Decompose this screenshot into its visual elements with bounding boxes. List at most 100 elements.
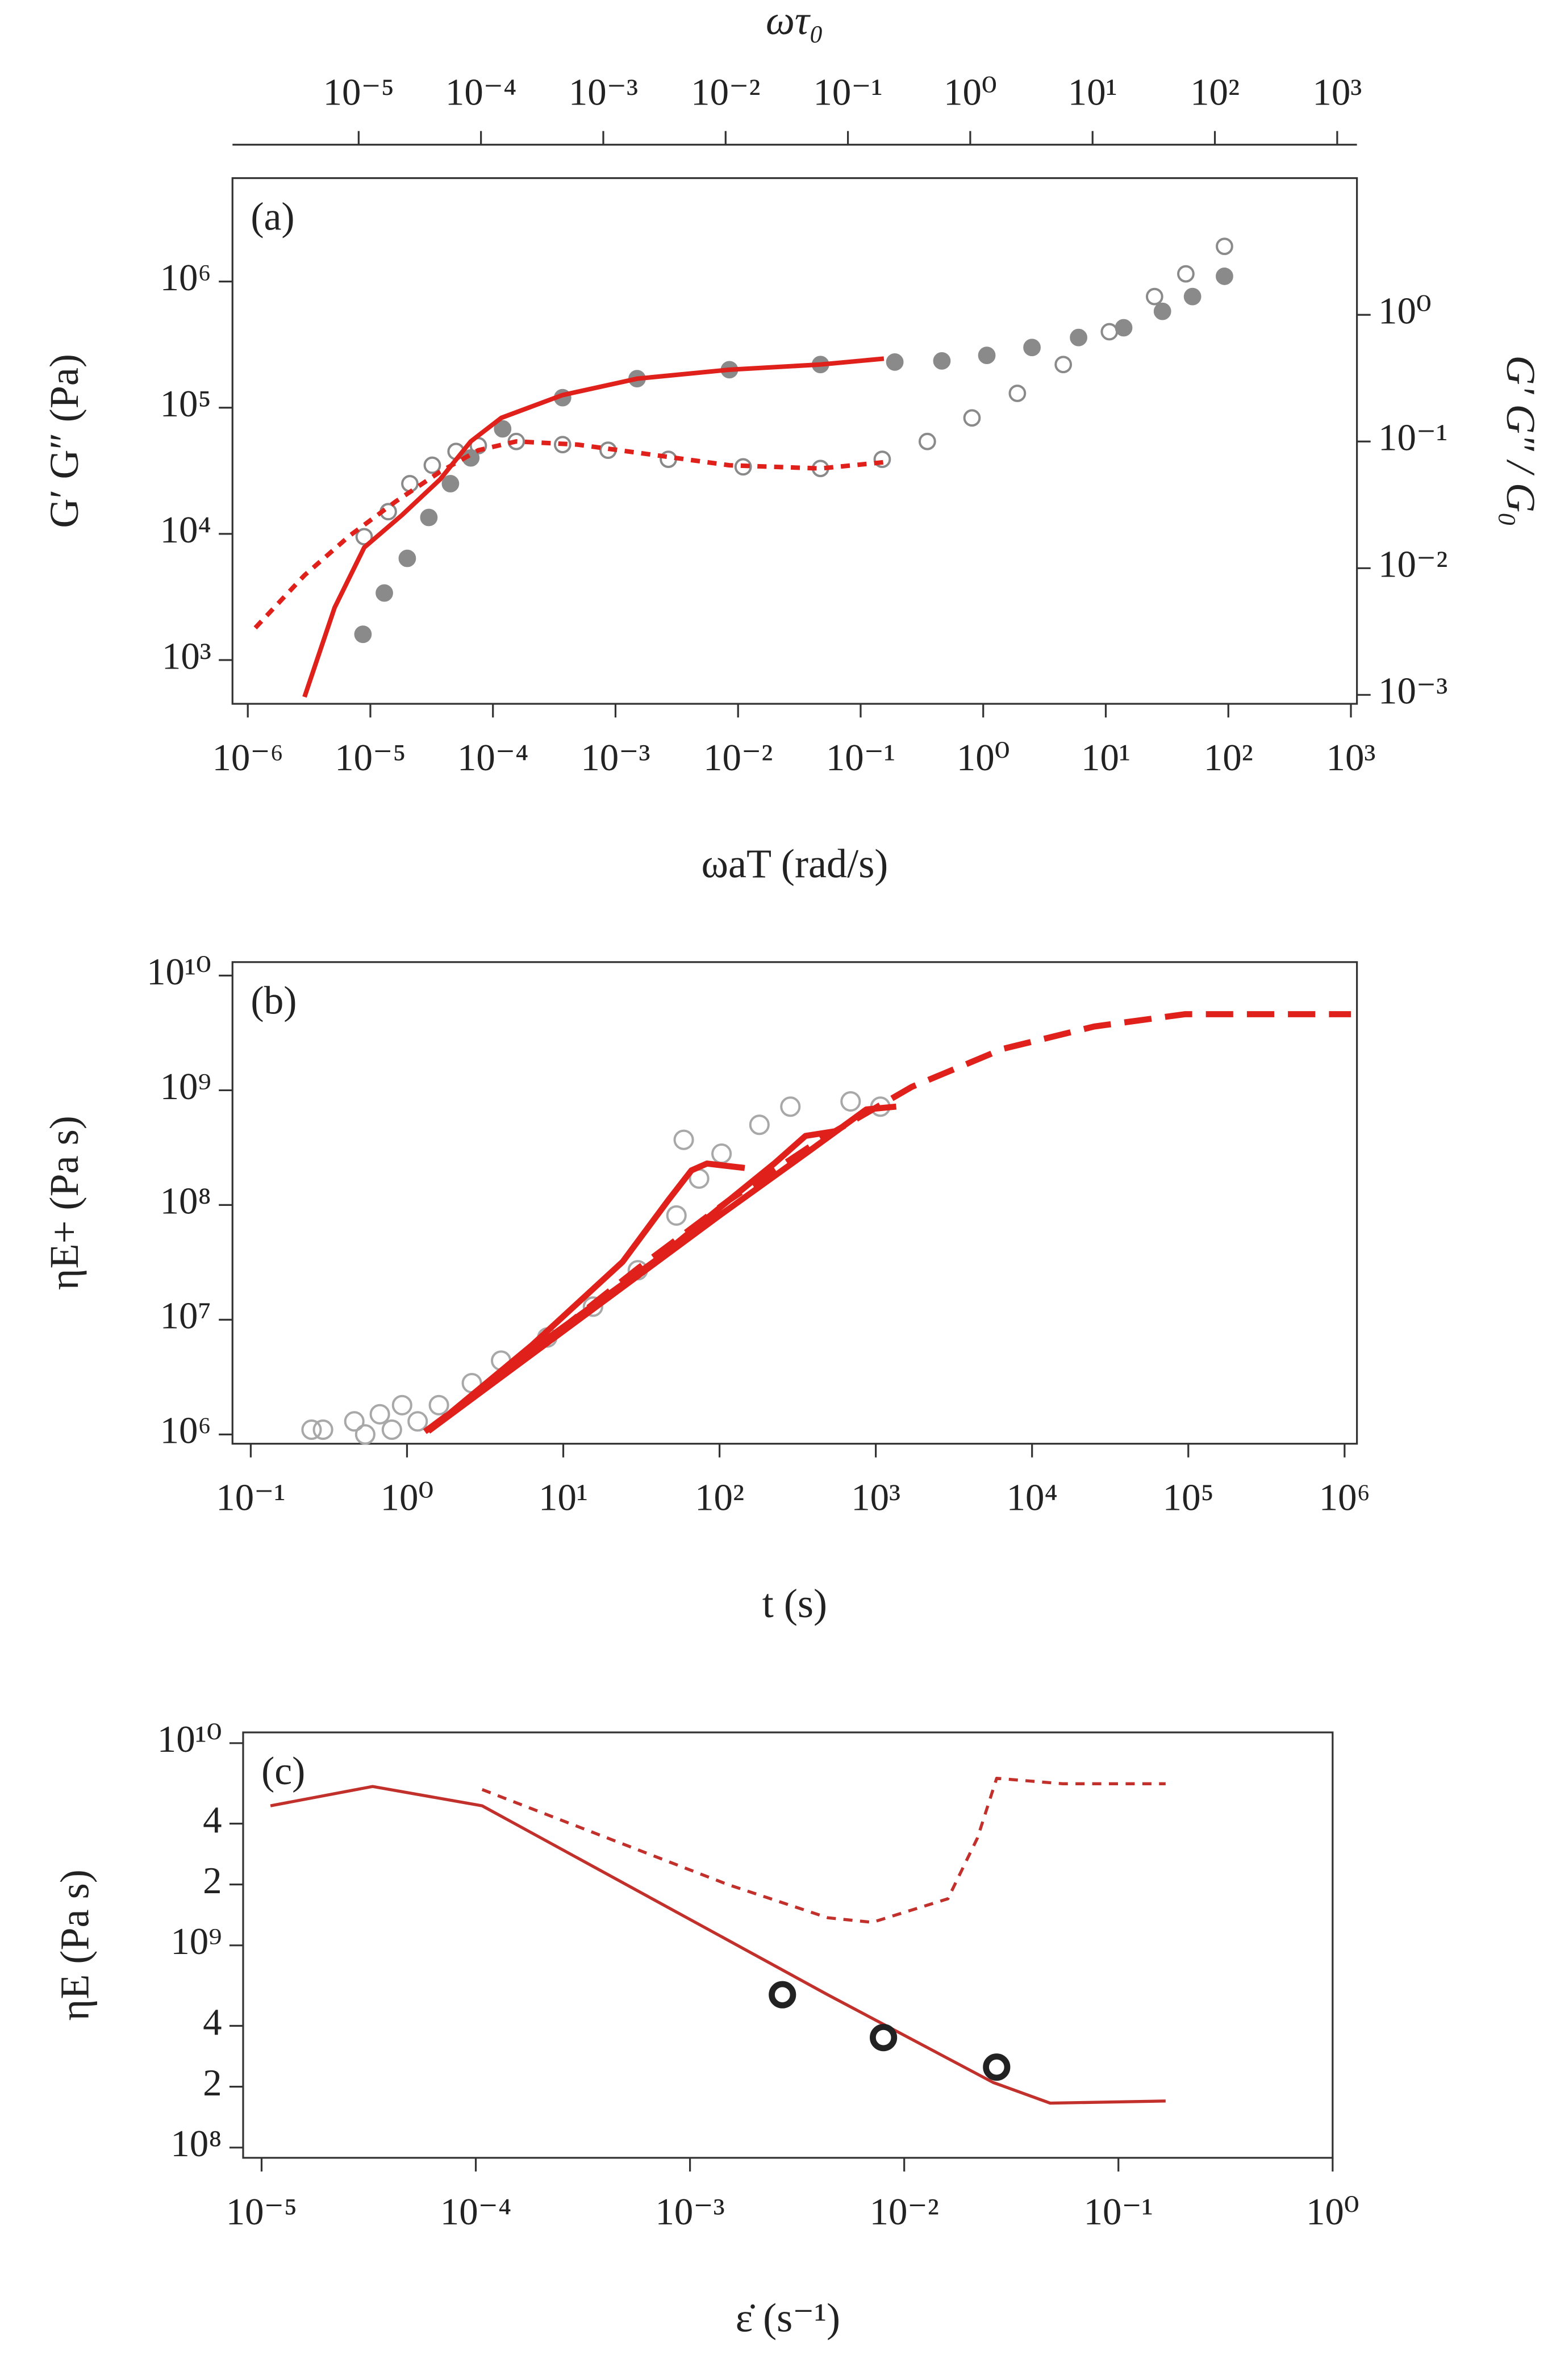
x-tick-label: 10⁰ [381, 1477, 434, 1519]
model-line [270, 1785, 1166, 2105]
data-point [840, 1091, 861, 1112]
y-tick-label: 10³ [162, 635, 211, 677]
x-tick-label: 10³ [1326, 737, 1376, 779]
y-tick-label: 10⁹ [170, 1920, 222, 1963]
plot-frame [242, 1731, 1334, 2159]
model-line [302, 356, 885, 698]
data-point [401, 475, 419, 492]
x-tick-label: 10¹ [1081, 737, 1131, 779]
y-tick-label: 10⁸ [160, 1180, 211, 1222]
y-tick-label: 10⁶ [160, 257, 211, 299]
y-tick-label: 10⁴ [160, 509, 211, 551]
data-point [1177, 265, 1195, 283]
x-tick-label: 10⁻⁵ [335, 737, 406, 779]
model-line [423, 1011, 1351, 1434]
model-line [426, 1160, 745, 1434]
data-point [1216, 268, 1233, 285]
y2-tick-label: 10⁻³ [1378, 670, 1447, 712]
data-point [1216, 237, 1233, 256]
x-tick-label: 10¹ [539, 1477, 588, 1519]
y-tick-label: 10¹⁰ [147, 951, 211, 993]
y2-tick-label: 10⁻¹ [1378, 417, 1447, 459]
y2-tick-label: 10⁻² [1378, 544, 1447, 586]
data-point [711, 1143, 732, 1164]
data-point [420, 508, 438, 527]
data-point [886, 353, 904, 371]
data-point [398, 549, 416, 567]
data-point [1145, 287, 1163, 306]
x-tick-label: 10⁻³ [581, 737, 650, 779]
x-tick-label: 10⁰ [957, 737, 1010, 779]
x-tick-label: 10⁻³ [656, 2191, 725, 2233]
panel-label: (b) [251, 979, 297, 1023]
x-tick-label: 10³ [851, 1477, 900, 1519]
x2-tick-label: 10⁻³ [569, 71, 638, 113]
y-tick-label: 10⁹ [160, 1066, 211, 1108]
y-tick-label: 4 [203, 2001, 222, 2043]
x-tick-label: 10⁴ [1007, 1477, 1058, 1519]
data-point [441, 475, 460, 492]
panel-label: (c) [261, 1749, 305, 1793]
data-point [391, 1394, 412, 1416]
y-tick-label: 10¹⁰ [157, 1718, 222, 1760]
data-point [769, 1981, 796, 2009]
x-axis-label: t (s) [762, 1581, 827, 1626]
x-tick-label: 10⁻⁵ [226, 2191, 297, 2233]
data-point [734, 458, 752, 476]
x2-tick-label: 10⁰ [944, 71, 997, 113]
data-point [749, 1114, 770, 1135]
x-tick-label: 10⁵ [1163, 1477, 1214, 1519]
x-tick-label: 10⁻² [703, 737, 773, 779]
y2-tick-label: 10⁰ [1378, 290, 1432, 332]
y-tick-label: 4 [203, 1799, 222, 1841]
x-tick-label: 10² [695, 1477, 744, 1519]
x-tick-label: 10⁻⁴ [457, 737, 528, 779]
data-point [423, 456, 441, 474]
data-point [1183, 287, 1202, 306]
data-point [873, 450, 891, 468]
x-axis-label: ωaT (rad/s) [701, 841, 888, 887]
x-tick-label: 10⁻⁶ [212, 737, 283, 779]
x2-axis-label: ωτ₀ [766, 0, 824, 43]
x2-tick-label: 10⁻¹ [813, 71, 882, 113]
data-point [1115, 319, 1133, 337]
data-point [918, 432, 936, 450]
y-tick-label: 10⁵ [160, 383, 211, 425]
x-tick-label: 10⁻¹ [216, 1477, 285, 1519]
y-axis-label: ηE (Pa s) [52, 1869, 98, 2020]
panel-label: (a) [251, 195, 294, 239]
x-tick-label: 10⁻² [870, 2191, 939, 2233]
model-line [426, 1128, 836, 1434]
data-point [870, 2024, 898, 2052]
data-point [1023, 339, 1041, 357]
data-point [978, 346, 996, 364]
y-tick-label: 2 [203, 1860, 222, 1902]
data-point [1008, 385, 1027, 402]
data-point [963, 409, 981, 427]
data-point [355, 528, 373, 546]
x-tick-label: 10⁻¹ [826, 737, 895, 779]
data-point [1070, 328, 1087, 346]
y-tick-label: 10⁸ [170, 2123, 222, 2165]
data-point [983, 2053, 1011, 2081]
data-point [933, 352, 951, 370]
x-tick-label: 10⁻¹ [1084, 2191, 1153, 2233]
data-point [354, 1424, 376, 1445]
x-tick-label: 10⁶ [1319, 1477, 1370, 1519]
x2-tick-label: 10¹ [1068, 71, 1117, 113]
data-point [666, 1205, 687, 1226]
y-tick-label: 10⁷ [160, 1295, 211, 1337]
x-axis-label: ε̇ (s⁻¹) [736, 2295, 840, 2340]
data-point [407, 1411, 428, 1432]
data-point [494, 420, 512, 438]
data-point [582, 1296, 603, 1317]
data-point [354, 625, 372, 644]
model-line [253, 439, 885, 630]
y-tick-label: 10⁶ [160, 1410, 211, 1452]
model-line [481, 1777, 1166, 1924]
x-tick-label: 10⁰ [1306, 2191, 1359, 2233]
plot-frame [231, 177, 1358, 705]
x2-tick-label: 10⁻² [691, 71, 760, 113]
